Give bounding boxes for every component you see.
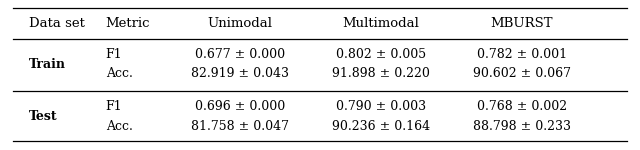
Text: MBURST: MBURST bbox=[490, 17, 553, 30]
Text: 0.677 ± 0.000: 0.677 ± 0.000 bbox=[195, 48, 285, 61]
Text: F1: F1 bbox=[106, 100, 122, 113]
Text: Multimodal: Multimodal bbox=[342, 17, 419, 30]
Text: 82.919 ± 0.043: 82.919 ± 0.043 bbox=[191, 67, 289, 80]
Text: 91.898 ± 0.220: 91.898 ± 0.220 bbox=[332, 67, 429, 80]
Text: 81.758 ± 0.047: 81.758 ± 0.047 bbox=[191, 120, 289, 133]
Text: Metric: Metric bbox=[106, 17, 150, 30]
Text: Data set: Data set bbox=[29, 17, 84, 30]
Text: 0.696 ± 0.000: 0.696 ± 0.000 bbox=[195, 100, 285, 113]
Text: Acc.: Acc. bbox=[106, 120, 132, 133]
Text: Test: Test bbox=[29, 110, 58, 123]
Text: 0.802 ± 0.005: 0.802 ± 0.005 bbox=[336, 48, 426, 61]
Text: Acc.: Acc. bbox=[106, 67, 132, 80]
Text: Train: Train bbox=[29, 58, 66, 71]
Text: 88.798 ± 0.233: 88.798 ± 0.233 bbox=[472, 120, 571, 133]
Text: 0.782 ± 0.001: 0.782 ± 0.001 bbox=[477, 48, 566, 61]
Text: 90.602 ± 0.067: 90.602 ± 0.067 bbox=[472, 67, 571, 80]
Text: 90.236 ± 0.164: 90.236 ± 0.164 bbox=[332, 120, 430, 133]
Text: 0.790 ± 0.003: 0.790 ± 0.003 bbox=[336, 100, 426, 113]
Text: Unimodal: Unimodal bbox=[207, 17, 273, 30]
Text: 0.768 ± 0.002: 0.768 ± 0.002 bbox=[477, 100, 566, 113]
Text: F1: F1 bbox=[106, 48, 122, 61]
